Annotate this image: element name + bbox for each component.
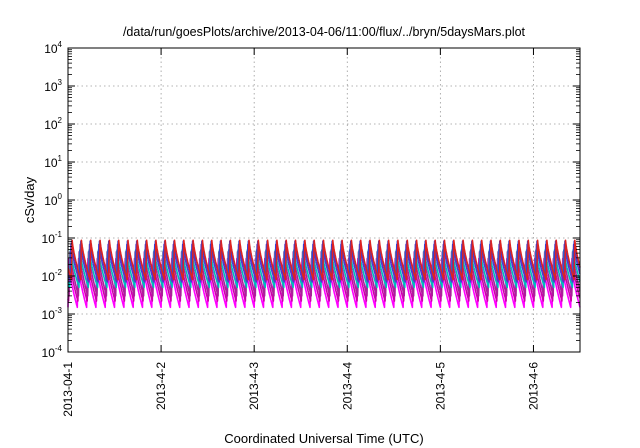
y-tick-label: 101 xyxy=(44,154,62,170)
y-tick-exponent: -3 xyxy=(55,306,63,315)
y-tick-exponent: -2 xyxy=(55,268,63,277)
y-tick-label: 10-4 xyxy=(42,344,63,360)
series-group xyxy=(67,239,581,309)
y-tick-label: 104 xyxy=(44,40,62,56)
x-tick-label: 2013-04-1 xyxy=(61,362,75,417)
y-tick-base: 10 xyxy=(44,80,58,94)
y-tick-label: 10-3 xyxy=(42,306,63,322)
y-tick-exponent: -1 xyxy=(55,230,63,239)
axis-ticks xyxy=(67,47,580,353)
x-tick-label: 2013-4-5 xyxy=(433,362,447,410)
y-tick-base: 10 xyxy=(44,118,58,132)
x-axis-tick-labels: 2013-04-1 2013-4-2 2013-4-3 2013-4-4 2013-4-… xyxy=(61,362,540,417)
y-tick-exponent: 3 xyxy=(58,78,63,87)
y-axis-title: cSv/day xyxy=(22,176,37,223)
x-tick-label: 2013-4-4 xyxy=(340,362,354,410)
y-tick-base: 10 xyxy=(44,194,58,208)
series-line xyxy=(67,249,581,289)
x-tick-label: 2013-4-3 xyxy=(247,362,261,410)
x-axis-title: Coordinated Universal Time (UTC) xyxy=(224,431,423,446)
x-tick-label: 2013-4-6 xyxy=(526,362,540,410)
y-tick-base: 10 xyxy=(42,270,56,284)
y-tick-label: 100 xyxy=(44,192,62,208)
y-tick-exponent: 1 xyxy=(58,154,63,163)
y-tick-exponent: 2 xyxy=(58,116,63,125)
y-tick-exponent: 4 xyxy=(58,40,63,49)
y-tick-base: 10 xyxy=(44,156,58,170)
y-tick-label: 10-1 xyxy=(42,230,63,246)
series-line xyxy=(67,243,581,283)
y-tick-label: 10-2 xyxy=(42,268,63,284)
y-tick-base: 10 xyxy=(42,346,56,360)
y-tick-exponent: -4 xyxy=(55,344,63,353)
y-tick-label: 102 xyxy=(44,116,62,132)
chart-title: /data/run/goesPlots/archive/2013-04-06/1… xyxy=(123,25,526,39)
y-tick-exponent: 0 xyxy=(58,192,63,201)
y-tick-base: 10 xyxy=(42,308,56,322)
x-tick-label: 2013-4-2 xyxy=(154,362,168,410)
y-tick-label: 103 xyxy=(44,78,62,94)
y-tick-base: 10 xyxy=(44,42,58,56)
y-tick-base: 10 xyxy=(42,232,56,246)
series-line xyxy=(67,239,581,281)
